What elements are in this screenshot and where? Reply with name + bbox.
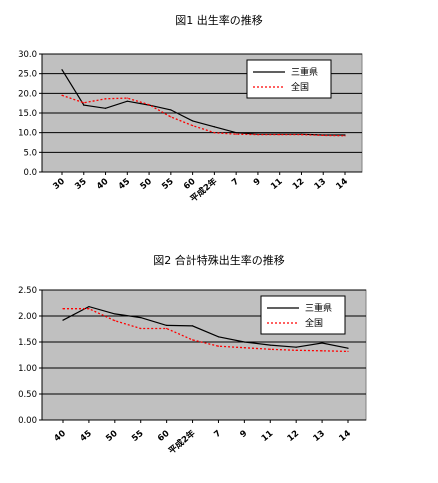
chart2-xtick-label: 12 (286, 429, 302, 444)
chart1-xtick-label: 9 (252, 177, 263, 189)
chart2-xtick-label: 平成2年 (166, 428, 198, 457)
chart2-point (269, 344, 271, 346)
chart2-point (295, 349, 297, 351)
chart2-xtick-label: 14 (337, 429, 353, 444)
chart1-point (192, 124, 194, 127)
chart2-point (347, 350, 349, 352)
chart2-point (62, 308, 64, 310)
chart2-point (166, 324, 168, 326)
chart1-point (170, 109, 172, 111)
chart1-point (126, 97, 128, 99)
chart1-ytick-label: 0.0 (23, 168, 37, 178)
chart2-xtick-label: 45 (78, 429, 94, 444)
chart1-point (192, 120, 194, 122)
chart2-title: 図2 合計特殊出生率の推移 (153, 254, 285, 267)
chart2-ytick-label: 0.00 (18, 416, 37, 426)
chart1-point (322, 134, 324, 137)
chart2-point (140, 316, 142, 319)
chart1-xtick-label: 7 (230, 177, 241, 189)
chart2-point (243, 341, 245, 343)
chart1-point (104, 107, 107, 109)
chart1-legend-label: 全国 (291, 81, 309, 93)
chart1: 0.05.010.015.020.025.030.030 35 40 45 50 55 60… (18, 50, 363, 204)
chart1-ytick-label: 25.0 (18, 70, 37, 80)
chart2-ytick-label: 0.50 (18, 390, 37, 400)
chart1-ytick-label: 5.0 (23, 148, 37, 158)
chart2-point (114, 313, 116, 315)
chart1-ytick-label: 30.0 (18, 50, 37, 60)
chart1-series-national-line (61, 94, 346, 137)
chart2-point (62, 319, 64, 321)
chart1-point (61, 94, 63, 96)
chart1-ytick-label: 10.0 (18, 129, 37, 139)
chart1-ytick-label: 15.0 (18, 109, 37, 119)
chart2-xtick-label: 13 (312, 429, 328, 444)
chart2-point (321, 342, 323, 344)
chart1-point (83, 104, 85, 106)
chart2-point (217, 336, 220, 338)
chart1-legend (246, 59, 332, 99)
chart1-point (104, 98, 107, 100)
chart2-point (140, 327, 142, 330)
chart1-point (300, 134, 303, 136)
chart2-ytick-label: 1.50 (18, 338, 37, 348)
chart2-xtick-label: 7 (212, 429, 223, 441)
chart2-ytick-label: 2.50 (18, 286, 37, 296)
chart2-point (114, 320, 116, 322)
chart2-point (88, 308, 90, 310)
chart2-point (191, 339, 194, 341)
chart1-point (213, 132, 215, 134)
chart1-point (257, 134, 259, 136)
chart2-legend-label: 三重県 (305, 302, 332, 314)
chart2-point (347, 347, 349, 349)
chart1-point (170, 116, 172, 118)
chart1-point (344, 135, 346, 137)
chart2-xtick-label: 55 (130, 429, 146, 444)
chart2-legend-label: 全国 (305, 317, 323, 329)
chart2-xtick-label: 9 (238, 429, 249, 441)
chart1-point (83, 102, 85, 104)
chart2-xtick-label: 40 (52, 429, 68, 444)
chart1-ytick-label: 20.0 (18, 89, 37, 99)
chart1-point (213, 126, 215, 128)
chart2-point (321, 350, 323, 352)
chart2-point (217, 345, 220, 347)
chart2-legend (260, 295, 346, 335)
chart2-ytick-label: 2.00 (18, 312, 37, 322)
chart2-point (295, 346, 297, 348)
chart2-xtick-label: 50 (104, 429, 120, 444)
chart2-series-national-line (63, 308, 349, 353)
chart2-point (88, 306, 90, 308)
chart2-series-mie-line (62, 305, 349, 349)
chart2-point (166, 327, 168, 330)
chart1-point (235, 132, 237, 134)
chart1-point (126, 100, 128, 102)
chart2-point (269, 348, 271, 350)
chart2-point (243, 347, 245, 349)
chart1-point (235, 133, 237, 135)
chart2-xtick-label: 60 (156, 429, 172, 444)
chart1-point (148, 104, 150, 106)
chart2-xtick-label: 11 (260, 429, 276, 444)
chart1-legend-label: 三重県 (291, 66, 318, 78)
chart2-ytick-label: 1.00 (18, 364, 37, 374)
chart2-point (191, 325, 194, 327)
chart1-point (61, 69, 63, 71)
chart1-title: 図1 出生率の推移 (175, 14, 263, 27)
chart1-point (279, 134, 281, 136)
